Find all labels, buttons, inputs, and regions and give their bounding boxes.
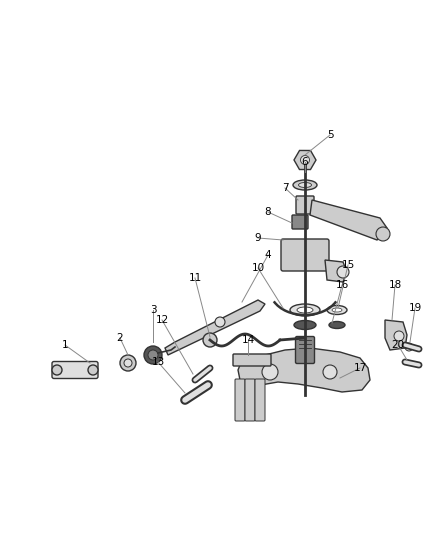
Text: 4: 4 xyxy=(265,250,271,260)
Circle shape xyxy=(262,364,278,380)
Text: 15: 15 xyxy=(341,260,355,270)
Text: 13: 13 xyxy=(152,357,165,367)
Circle shape xyxy=(215,317,225,327)
Polygon shape xyxy=(238,348,370,392)
FancyBboxPatch shape xyxy=(292,215,308,229)
Text: 6: 6 xyxy=(302,157,308,167)
Ellipse shape xyxy=(293,180,317,190)
Circle shape xyxy=(144,346,162,364)
Text: 11: 11 xyxy=(188,273,201,283)
FancyBboxPatch shape xyxy=(281,239,329,271)
Circle shape xyxy=(405,343,413,351)
Polygon shape xyxy=(165,300,265,355)
Ellipse shape xyxy=(299,182,311,188)
FancyBboxPatch shape xyxy=(233,354,271,366)
Text: 12: 12 xyxy=(155,315,169,325)
FancyBboxPatch shape xyxy=(52,361,98,378)
Text: 20: 20 xyxy=(392,340,405,350)
Polygon shape xyxy=(385,320,407,350)
Ellipse shape xyxy=(290,304,320,316)
Text: 17: 17 xyxy=(353,363,367,373)
Text: 16: 16 xyxy=(336,280,349,290)
Text: 18: 18 xyxy=(389,280,402,290)
FancyBboxPatch shape xyxy=(255,379,265,421)
Ellipse shape xyxy=(327,305,347,314)
FancyBboxPatch shape xyxy=(296,196,314,214)
Polygon shape xyxy=(310,200,387,240)
Circle shape xyxy=(376,227,390,241)
Ellipse shape xyxy=(297,307,313,313)
Circle shape xyxy=(52,365,62,375)
Text: 10: 10 xyxy=(251,263,265,273)
Text: 7: 7 xyxy=(282,183,288,193)
Text: 14: 14 xyxy=(241,335,254,345)
FancyBboxPatch shape xyxy=(235,379,245,421)
Text: 9: 9 xyxy=(254,233,261,243)
Text: 1: 1 xyxy=(62,340,68,350)
Circle shape xyxy=(337,266,349,278)
Circle shape xyxy=(120,355,136,371)
Text: 19: 19 xyxy=(408,303,422,313)
Circle shape xyxy=(124,359,132,367)
Circle shape xyxy=(88,365,98,375)
Circle shape xyxy=(394,331,404,341)
Ellipse shape xyxy=(332,308,342,312)
FancyBboxPatch shape xyxy=(296,336,314,364)
Text: 3: 3 xyxy=(150,305,156,315)
Text: 2: 2 xyxy=(117,333,124,343)
Text: 8: 8 xyxy=(265,207,271,217)
Polygon shape xyxy=(325,260,347,282)
Circle shape xyxy=(323,365,337,379)
Circle shape xyxy=(300,156,310,165)
Ellipse shape xyxy=(329,321,345,328)
Ellipse shape xyxy=(294,320,316,329)
FancyBboxPatch shape xyxy=(245,379,255,421)
Text: 5: 5 xyxy=(327,130,333,140)
Circle shape xyxy=(203,333,217,347)
Circle shape xyxy=(148,350,158,360)
